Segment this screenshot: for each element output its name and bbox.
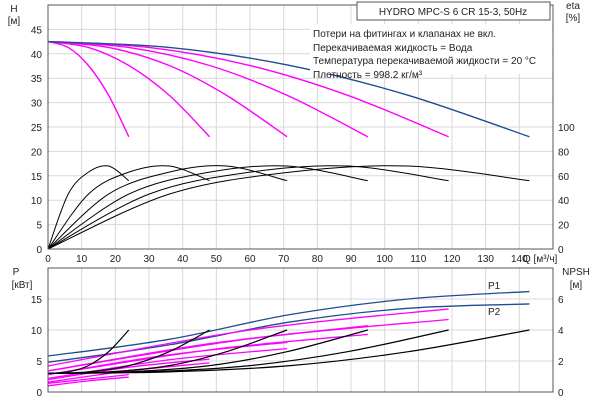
y2-axis-unit: [%] [566, 13, 581, 24]
notes-box [310, 24, 552, 74]
x-tick-label: 70 [278, 254, 290, 265]
y2-axis-label: eta [566, 1, 580, 12]
y-tick-label: 30 [31, 99, 43, 110]
head-plot-frame [47, 4, 554, 250]
p-tick-label: 0 [36, 388, 42, 399]
x-tick-label: 40 [177, 254, 189, 265]
npsh-axis-unit: [м] [570, 280, 583, 291]
efficiency-curve [47, 165, 449, 250]
y2-tick-label: 40 [558, 196, 570, 207]
power-curve [47, 347, 288, 380]
p2-label: P2 [488, 307, 501, 318]
head-curve [47, 40, 211, 138]
power-curve [47, 318, 449, 372]
efficiency-curve [47, 165, 530, 250]
chart-title: HYDRO MPC-S 6 CR 15-3, 50Hz [379, 7, 527, 18]
y2-tick-label: 80 [558, 147, 570, 158]
y-tick-label: 25 [31, 123, 43, 134]
x-tick-label: 0 [45, 254, 51, 265]
y-tick-label: 10 [31, 196, 43, 207]
x-tick-label: 100 [376, 254, 393, 265]
x-tick-label: 60 [244, 254, 256, 265]
efficiency-curve [47, 165, 130, 250]
power-curve [47, 325, 368, 372]
x-axis-label: Q [м³/ч] [523, 254, 558, 265]
y2-tick-label: 60 [558, 172, 570, 183]
power-plot-frame [47, 267, 554, 393]
p-tick-label: 5 [36, 357, 42, 368]
p-axis-unit: [кВт] [12, 280, 33, 291]
y-tick-label: 35 [31, 74, 43, 85]
head-curve [47, 40, 530, 138]
y-tick-label: 45 [31, 25, 43, 36]
y-tick-label: 5 [36, 221, 42, 232]
power-curve [47, 308, 449, 367]
x-tick-label: 120 [444, 254, 461, 265]
efficiency-curve [47, 165, 288, 250]
x-tick-label: 140 [511, 254, 528, 265]
power-curve [47, 290, 530, 357]
power-curve [47, 333, 368, 376]
npsh-tick-label: 0 [558, 388, 564, 399]
y-tick-label: 20 [31, 147, 43, 158]
title-box [356, 1, 551, 21]
y-tick-label: 0 [36, 245, 42, 256]
x-tick-label: 90 [345, 254, 357, 265]
npsh-tick-label: 2 [558, 357, 564, 368]
note-losses: Потери на фитингах и клапанах не вкл. [313, 28, 496, 40]
y-axis-unit: [м] [8, 16, 21, 27]
head-curve [47, 40, 288, 138]
note-temperature: Температура перекачиваемой жидкости = 20… [313, 56, 536, 67]
p1-label: P1 [488, 281, 501, 292]
p-axis-label: P [13, 267, 20, 278]
p-tick-label: 10 [31, 326, 43, 337]
npsh-axis-label: NPSH [562, 267, 590, 278]
head-curve [47, 40, 130, 138]
y2-tick-label: 20 [558, 221, 570, 232]
x-tick-label: 10 [76, 254, 88, 265]
x-tick-label: 130 [477, 254, 494, 265]
p-tick-label: 15 [31, 295, 43, 306]
y-axis-label: H [10, 4, 17, 15]
x-tick-label: 20 [110, 254, 122, 265]
y-tick-label: 15 [31, 172, 43, 183]
power-curve [47, 303, 530, 363]
npsh-curve [47, 329, 530, 374]
y-tick-label: 40 [31, 50, 43, 61]
y2-tick-label: 0 [558, 245, 564, 256]
x-tick-label: 30 [143, 254, 155, 265]
note-liquid: Перекачиваемая жидкость = Вода [313, 43, 473, 54]
npsh-tick-label: 6 [558, 295, 564, 306]
x-tick-label: 80 [312, 254, 324, 265]
x-tick-label: 50 [211, 254, 223, 265]
power-curve [47, 376, 129, 387]
x-tick-label: 110 [410, 254, 426, 265]
y2-tick-label: 100 [558, 123, 575, 134]
npsh-tick-label: 4 [558, 326, 564, 337]
note-density: Плотность = 998.2 кг/м³ [313, 70, 423, 81]
efficiency-curve [47, 165, 210, 250]
power-curve [47, 373, 129, 384]
